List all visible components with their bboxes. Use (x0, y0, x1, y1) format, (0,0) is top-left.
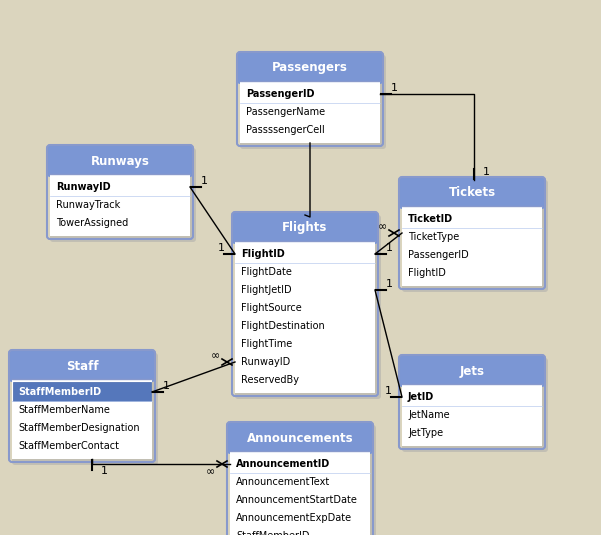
Text: Announcements: Announcements (246, 432, 353, 445)
FancyBboxPatch shape (402, 180, 548, 292)
Text: JetName: JetName (408, 410, 450, 420)
Text: ∞: ∞ (377, 222, 386, 232)
Text: RunwayTrack: RunwayTrack (56, 200, 120, 210)
FancyBboxPatch shape (227, 422, 373, 454)
Text: FlightJetID: FlightJetID (241, 285, 291, 295)
Text: Jets: Jets (460, 364, 484, 378)
Text: StaffMemberName: StaffMemberName (18, 405, 110, 415)
Text: AnnouncementID: AnnouncementID (236, 459, 331, 469)
Text: ∞: ∞ (206, 467, 215, 477)
Text: Tickets: Tickets (448, 187, 496, 200)
Text: StaffMemberContact: StaffMemberContact (18, 441, 119, 451)
Bar (12, 379, 152, 459)
Bar (402, 206, 542, 286)
Text: FlightDate: FlightDate (241, 267, 292, 277)
Text: AnnouncementText: AnnouncementText (236, 477, 331, 487)
Text: RunwayID: RunwayID (56, 182, 111, 192)
FancyBboxPatch shape (235, 215, 381, 399)
Text: StaffMemberID: StaffMemberID (236, 531, 310, 535)
FancyBboxPatch shape (399, 177, 545, 209)
Bar (235, 241, 375, 393)
FancyBboxPatch shape (47, 145, 193, 177)
FancyBboxPatch shape (237, 52, 383, 84)
Text: 1: 1 (218, 243, 225, 253)
Bar (13, 382, 151, 401)
Text: Flights: Flights (282, 221, 328, 234)
Text: FlightTime: FlightTime (241, 339, 292, 349)
Text: 1: 1 (162, 381, 169, 391)
Text: 1: 1 (483, 167, 489, 177)
Text: StaffMemberID: StaffMemberID (18, 387, 101, 397)
FancyBboxPatch shape (50, 148, 196, 242)
Text: 1: 1 (385, 243, 392, 253)
Bar (50, 174, 190, 236)
Bar (230, 451, 370, 535)
Text: PassengerID: PassengerID (408, 250, 469, 260)
Text: PassengerID: PassengerID (246, 89, 314, 99)
FancyBboxPatch shape (9, 350, 155, 382)
Text: ∞: ∞ (210, 351, 219, 361)
Text: AnnouncementStartDate: AnnouncementStartDate (236, 495, 358, 505)
Text: FlightSource: FlightSource (241, 303, 302, 313)
Text: JetType: JetType (408, 428, 443, 438)
Text: PassengerName: PassengerName (246, 107, 325, 117)
Text: 1: 1 (391, 83, 397, 93)
Bar (402, 384, 542, 446)
Text: 1: 1 (100, 466, 108, 476)
Text: Runways: Runways (91, 155, 150, 167)
Text: AnnouncementExpDate: AnnouncementExpDate (236, 513, 352, 523)
FancyBboxPatch shape (12, 353, 158, 465)
Text: TowerAssigned: TowerAssigned (56, 218, 128, 228)
Text: FlightID: FlightID (241, 249, 285, 259)
Text: Passengers: Passengers (272, 62, 348, 74)
FancyBboxPatch shape (230, 425, 376, 535)
Text: TicketType: TicketType (408, 232, 459, 242)
Text: RunwayID: RunwayID (241, 357, 290, 367)
Text: 1: 1 (385, 279, 392, 289)
Text: FlightDestination: FlightDestination (241, 321, 325, 331)
Text: PassssengerCell: PassssengerCell (246, 125, 325, 135)
Text: Staff: Staff (66, 360, 99, 372)
Text: FlightID: FlightID (408, 268, 446, 278)
Text: 1: 1 (385, 386, 391, 396)
FancyBboxPatch shape (399, 355, 545, 387)
FancyBboxPatch shape (240, 55, 386, 149)
Text: JetID: JetID (408, 392, 435, 402)
FancyBboxPatch shape (232, 212, 378, 244)
Text: 1: 1 (201, 176, 207, 186)
FancyBboxPatch shape (402, 358, 548, 452)
Bar (240, 81, 380, 143)
Text: TicketID: TicketID (408, 214, 453, 224)
Text: ReservedBy: ReservedBy (241, 375, 299, 385)
Text: StaffMemberDesignation: StaffMemberDesignation (18, 423, 139, 433)
